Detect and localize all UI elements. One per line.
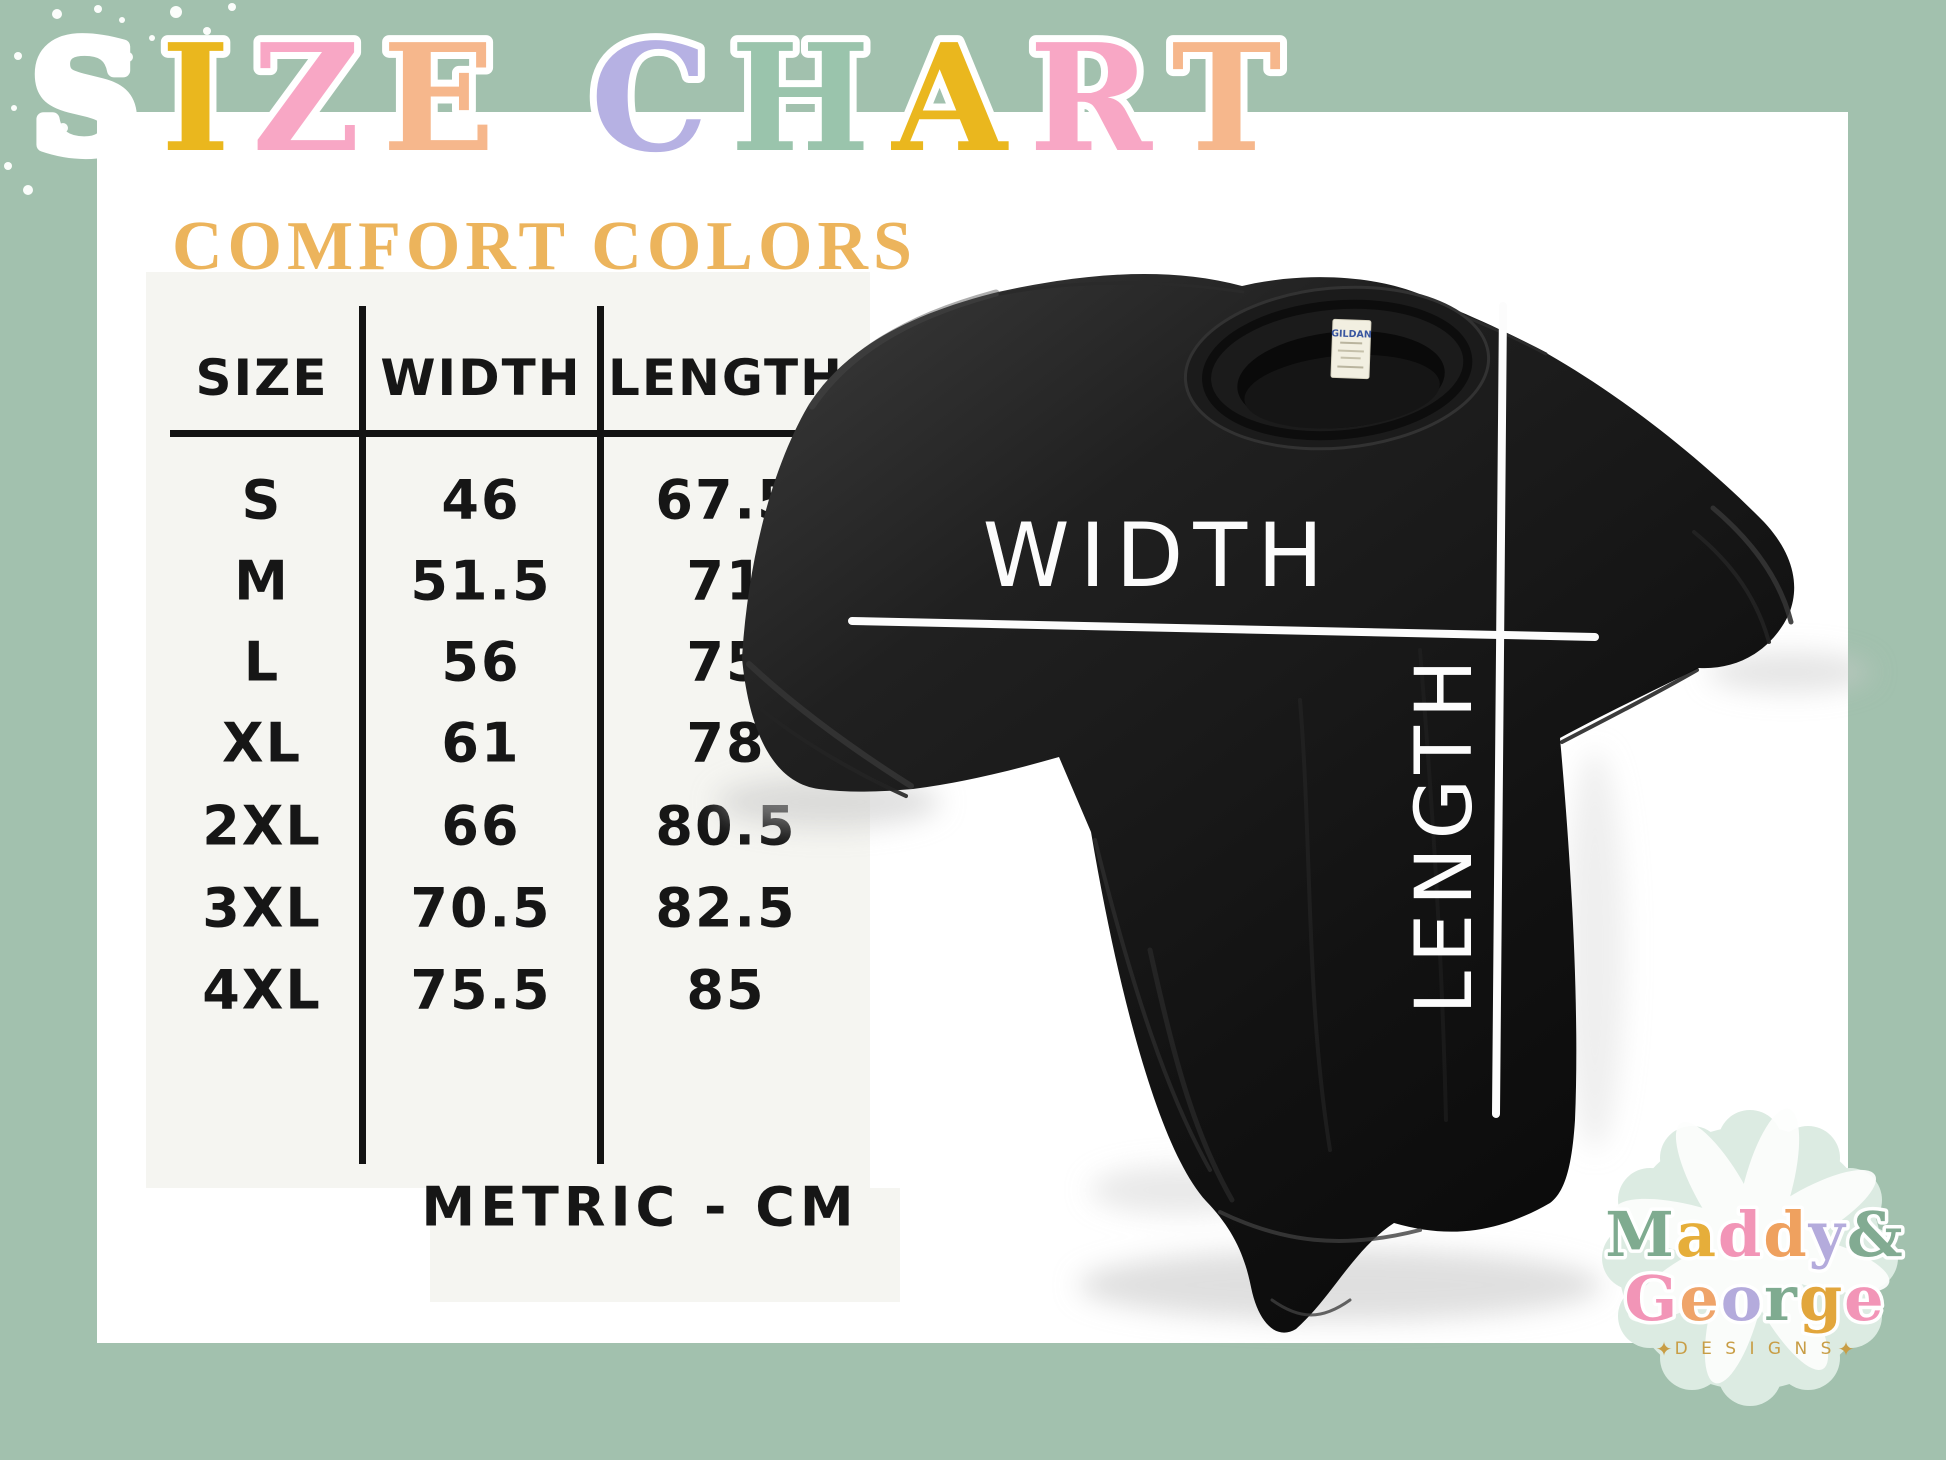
table-cell-size: S: [241, 468, 283, 532]
table-divider-vertical-2: [597, 306, 604, 1164]
table-cell-size: 3XL: [202, 876, 322, 940]
table-cell-width: 56: [441, 630, 521, 694]
table-divider-vertical-1: [359, 306, 366, 1164]
table-cell-length: 80.5: [655, 794, 797, 858]
table-header-size: SIZE: [195, 349, 329, 407]
table-cell-length: 85: [686, 958, 766, 1022]
table-cell-width: 46: [441, 468, 521, 532]
table-cell-length: 71: [686, 549, 766, 613]
table-header-width: WIDTH: [380, 349, 582, 407]
table-cell-length: 82.5: [655, 876, 797, 940]
table-cell-width: 66: [441, 794, 521, 858]
subtitle-comfort-colors: COMFORT COLORS: [172, 208, 917, 285]
table-header-length: LENGTH: [608, 349, 844, 407]
table-cell-width: 51.5: [410, 549, 552, 613]
table-cell-length: 78: [686, 711, 766, 775]
table-cell-length: 75: [686, 630, 766, 694]
table-cell-width: 75.5: [410, 958, 552, 1022]
table-cell-size: XL: [221, 711, 303, 775]
table-cell-width: 70.5: [410, 876, 552, 940]
metric-units-label: METRIC - CM: [421, 1175, 859, 1239]
table-header-underline: [170, 430, 846, 437]
table-cell-size: 2XL: [202, 794, 322, 858]
table-cell-size: 4XL: [202, 958, 322, 1022]
logo-letter: e: [1844, 1262, 1885, 1335]
table-cell-width: 61: [441, 711, 521, 775]
table-cell-length: 67.5: [655, 468, 797, 532]
table-cell-size: L: [243, 630, 281, 694]
table-cell-size: M: [234, 549, 290, 613]
logo-letter: &: [1847, 1198, 1905, 1271]
